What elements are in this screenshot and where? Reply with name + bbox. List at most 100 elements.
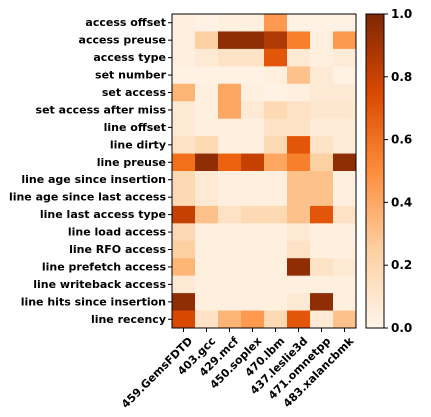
heatmap-cell [241,83,265,102]
colorbar-gradient [365,13,385,329]
row-label: line last access type [40,208,166,221]
row-label: line hits since insertion [21,295,166,308]
heatmap-cell [195,188,219,207]
heatmap-cell [310,118,334,137]
heatmap-cell [241,66,265,85]
heatmap-cell [287,153,311,172]
heatmap-cell [195,223,219,242]
heatmap-cell [333,205,357,224]
heatmap-cell [264,14,288,32]
colorbar-tick-label: 1.0 [391,7,412,21]
heatmap-cell [218,66,242,85]
heatmap-cell [333,188,357,207]
heatmap-cell [287,83,311,102]
heatmap-cell [195,258,219,277]
row-label: line load access [68,226,167,239]
heatmap-cell [172,293,196,311]
heatmap-cell [310,240,334,259]
heatmap-cell [195,275,219,294]
heatmap-cell [287,258,311,277]
heatmap-cell [287,48,311,67]
heatmap-cell [218,136,242,154]
heatmap-cell [264,293,288,311]
heatmap-cell [333,171,357,189]
heatmap-cell [310,310,334,329]
heatmap-cell [310,48,334,67]
heatmap-cell [264,240,288,259]
heatmap-cell [218,205,242,224]
heatmap-cell [195,240,219,259]
heatmap-cell [218,240,242,259]
row-label: line preuse [97,156,166,169]
row-label: line prefetch access [42,260,167,273]
heatmap-cell [218,31,242,50]
heatmap-cell [264,205,288,224]
heatmap-cell [172,66,196,85]
heatmap-cell [333,101,357,120]
heatmap-cell [310,293,334,311]
heatmap-cell [333,240,357,259]
row-labels: access offset access preuse access type set… [9,16,172,326]
heatmap-cell [172,310,196,329]
heatmap-cell [287,223,311,242]
colorbar-tick-label: 0.4 [391,195,412,209]
heatmap-cell [333,223,357,242]
heatmap-cell [310,153,334,172]
heatmap-cell [241,136,265,154]
heatmap-cell [287,240,311,259]
colorbar-ticks: 0.0 0.2 0.4 0.6 0.8 1.0 [384,7,412,335]
heatmap-cell [218,83,242,102]
heatmap-cell [172,136,196,154]
heatmap-cell [195,83,219,102]
colorbar-tick-label: 0.2 [391,258,412,272]
column-labels: 459.GemsFDTD403.gcc429.mcf450.soplex470.… [119,328,357,411]
heatmap-cell [241,118,265,137]
heatmap-cell [172,153,196,172]
heatmap-cell [218,223,242,242]
heatmap-cell [333,118,357,137]
heatmap-cell [310,136,334,154]
heatmap-cell [310,83,334,102]
heatmap-cell [218,258,242,277]
heatmap-cell [310,188,334,207]
heatmap-cell [287,205,311,224]
colorbar-tick-label: 0.0 [391,321,412,335]
row-label: access offset [85,16,166,29]
heatmap-cell [333,31,357,50]
heatmap-cell [264,66,288,85]
heatmap-cell [241,31,265,50]
row-label: set access [102,86,167,99]
heatmap-cell [172,31,196,50]
heatmap-cell [195,171,219,189]
heatmap-cell [310,275,334,294]
heatmap-cell [264,83,288,102]
heatmap-cell [241,14,265,32]
heatmap-cell [195,48,219,67]
heatmap-cell [218,310,242,329]
heatmap-cell [172,258,196,277]
heatmap-cell [310,258,334,277]
heatmap-cell [333,48,357,67]
heatmap-cell [241,240,265,259]
heatmap-cell [172,14,196,32]
heatmap-cell [287,118,311,137]
heatmap-cell [195,153,219,172]
heatmap-cell [172,48,196,67]
heatmap-cell [241,258,265,277]
heatmap-cell [195,14,219,32]
heatmap-cell [218,275,242,294]
heatmap-cell [310,31,334,50]
heatmap-cell [310,205,334,224]
heatmap-cell [172,275,196,294]
heatmap-cell [264,118,288,137]
heatmap-cell [195,293,219,311]
heatmap-cell [218,14,242,32]
heatmap-cell [287,101,311,120]
heatmap-cell [218,171,242,189]
heatmap-cell [195,31,219,50]
heatmap-cell [241,48,265,67]
heatmap-cell [241,171,265,189]
heatmap-cell [333,258,357,277]
row-label: line offset [104,121,166,134]
heatmap-cell [333,136,357,154]
